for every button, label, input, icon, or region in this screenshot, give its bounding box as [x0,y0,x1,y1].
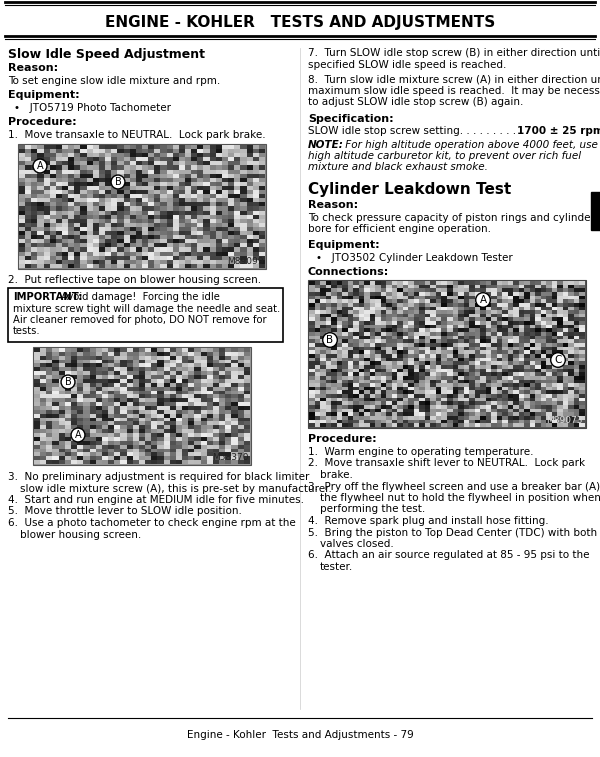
Text: C: C [554,355,562,365]
Text: 1700 ± 25 rpm: 1700 ± 25 rpm [517,126,600,136]
Text: •   JTO5719 Photo Tachometer: • JTO5719 Photo Tachometer [14,103,171,113]
Text: 4.  Remove spark plug and install hose fitting.: 4. Remove spark plug and install hose fi… [308,516,548,526]
Text: 2.  Put reflective tape on blower housing screen.: 2. Put reflective tape on blower housing… [8,275,261,285]
Text: •   JTO3502 Cylinder Leakdown Tester: • JTO3502 Cylinder Leakdown Tester [316,253,513,263]
Bar [33,347,251,465]
Text: the flywheel nut to hold the flywheel in position when: the flywheel nut to hold the flywheel in… [320,493,600,503]
Bar [308,280,586,428]
Text: B: B [65,377,71,387]
Text: to adjust SLOW idle stop screw (B) again.: to adjust SLOW idle stop screw (B) again… [308,97,523,107]
Text: B: B [115,177,121,187]
Text: tester.: tester. [320,562,353,572]
Text: 8.  Turn slow idle mixture screw (A) in either direction until a: 8. Turn slow idle mixture screw (A) in e… [308,74,600,84]
Text: Reason:: Reason: [8,63,58,73]
Text: 5.  Bring the piston to Top Dead Center (TDC) with both: 5. Bring the piston to Top Dead Center (… [308,528,597,537]
Text: Avoid damage!  Forcing the idle: Avoid damage! Forcing the idle [58,292,220,302]
Text: mixture and black exhaust smoke.: mixture and black exhaust smoke. [308,163,488,173]
Text: high altitude carburetor kit, to prevent over rich fuel: high altitude carburetor kit, to prevent… [308,151,581,161]
Text: tests.: tests. [13,326,41,337]
Text: Specification:: Specification: [308,114,394,123]
Text: 1.  Move transaxle to NEUTRAL.  Lock park brake.: 1. Move transaxle to NEUTRAL. Lock park … [8,130,266,140]
Text: Equipment:: Equipment: [8,90,80,100]
Text: To set engine slow idle mixture and rpm.: To set engine slow idle mixture and rpm. [8,76,220,86]
Text: 2.  Move transaxle shift lever to NEUTRAL.  Lock park: 2. Move transaxle shift lever to NEUTRAL… [308,459,585,469]
Text: Slow Idle Speed Adjustment: Slow Idle Speed Adjustment [8,48,205,61]
Text: M58370: M58370 [212,453,249,462]
Text: A: A [74,430,82,440]
Text: Procedure:: Procedure: [308,434,377,444]
Bar [591,192,600,230]
Bar [8,288,283,342]
Text: 7.  Turn SLOW idle stop screw (B) in either direction until: 7. Turn SLOW idle stop screw (B) in eith… [308,48,600,58]
Text: IMPORTANT:: IMPORTANT: [13,292,82,302]
Text: A: A [479,295,487,305]
Text: 6.  Attach an air source regulated at 85 - 95 psi to the: 6. Attach an air source regulated at 85 … [308,550,589,560]
Text: NOTE:: NOTE: [308,139,344,149]
Text: M89099: M89099 [227,257,264,266]
Text: Air cleaner removed for photo, DO NOT remove for: Air cleaner removed for photo, DO NOT re… [13,315,266,325]
Text: 4.  Start and run engine at MEDIUM idle for five minutes.: 4. Start and run engine at MEDIUM idle f… [8,495,304,505]
Text: blower housing screen.: blower housing screen. [20,529,141,540]
Text: B: B [326,335,334,345]
Text: A: A [37,161,43,171]
Text: M89073: M89073 [547,416,583,425]
Text: bore for efficient engine operation.: bore for efficient engine operation. [308,225,491,235]
Text: Reason:: Reason: [308,200,358,210]
Bar [18,144,266,269]
Text: Equipment:: Equipment: [308,240,380,250]
Text: Connections:: Connections: [308,267,389,277]
Text: Procedure:: Procedure: [8,117,77,127]
Text: brake.: brake. [320,470,353,480]
Text: valves closed.: valves closed. [320,539,394,549]
Text: 3.  Pry off the flywheel screen and use a breaker bar (A) on: 3. Pry off the flywheel screen and use a… [308,481,600,491]
Text: 5.  Move throttle lever to SLOW idle position.: 5. Move throttle lever to SLOW idle posi… [8,506,242,516]
Text: 6.  Use a photo tachometer to check engine rpm at the: 6. Use a photo tachometer to check engin… [8,518,296,528]
Text: For high altitude operation above 4000 feet, use: For high altitude operation above 4000 f… [342,139,598,149]
Text: 1.  Warm engine to operating temperature.: 1. Warm engine to operating temperature. [308,447,533,457]
Text: mixture screw tight will damage the needle and seat.: mixture screw tight will damage the need… [13,304,280,313]
Text: Engine - Kohler  Tests and Adjustments - 79: Engine - Kohler Tests and Adjustments - … [187,730,413,740]
Text: ENGINE - KOHLER   TESTS AND ADJUSTMENTS: ENGINE - KOHLER TESTS AND ADJUSTMENTS [105,14,495,30]
Text: specified SLOW idle speed is reached.: specified SLOW idle speed is reached. [308,60,506,70]
Text: SLOW idle stop screw setting. . . . . . . . . .: SLOW idle stop screw setting. . . . . . … [308,126,523,136]
Text: Cylinder Leakdown Test: Cylinder Leakdown Test [308,182,511,197]
Text: 3.  No preliminary adjustment is required for black limiter: 3. No preliminary adjustment is required… [8,472,310,482]
Text: performing the test.: performing the test. [320,504,425,515]
Text: slow idle mixture screw (A), this is pre-set by manufacturer.: slow idle mixture screw (A), this is pre… [20,484,332,494]
Text: maximum slow idle speed is reached.  It may be necessary: maximum slow idle speed is reached. It m… [308,86,600,95]
Text: To check pressure capacity of piston rings and cylinder: To check pressure capacity of piston rin… [308,213,595,223]
